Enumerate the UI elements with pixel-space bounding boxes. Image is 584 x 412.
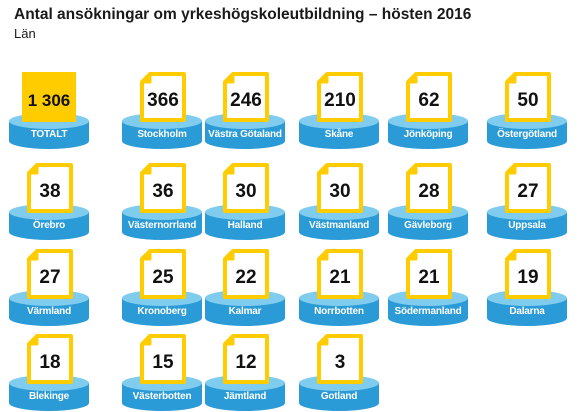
document-icon: 15	[139, 334, 187, 384]
value-label: 19	[517, 267, 539, 288]
region-label: Jönköping	[403, 129, 453, 140]
region-label: Gävleborg	[404, 220, 452, 231]
value-label: 25	[152, 267, 174, 288]
value-label: 38	[39, 181, 61, 202]
value-label: 21	[418, 267, 440, 288]
region-label: TOTALT	[30, 129, 68, 140]
document-icon: 25	[139, 249, 187, 299]
chart-title: Antal ansökningar om yrkeshögskoleutbild…	[14, 6, 472, 23]
value-label: 21	[329, 267, 351, 288]
region-label: Blekinge	[28, 391, 70, 402]
region-tile: 28 Gävleborg	[387, 163, 469, 240]
region-label: Uppsala	[508, 220, 546, 231]
document-icon: 50	[504, 72, 552, 122]
value-label: 1 306	[27, 91, 71, 110]
region-label: Kronoberg	[137, 306, 187, 317]
value-label: 27	[517, 181, 539, 202]
region-label: Värmland	[27, 306, 71, 317]
value-label: 36	[152, 181, 174, 202]
value-label: 30	[235, 181, 257, 202]
region-tile: 27 Värmland	[8, 249, 90, 326]
region-tile: 30 Halland	[204, 163, 286, 240]
value-label: 12	[235, 352, 257, 373]
value-label: 246	[230, 90, 262, 111]
region-tile: 36 Västernorrland	[121, 163, 203, 240]
value-label: 50	[517, 90, 539, 111]
document-icon: 19	[504, 249, 552, 299]
document-icon: 27	[504, 163, 552, 213]
document-icon: 62	[405, 72, 453, 122]
value-label: 27	[39, 267, 61, 288]
document-icon: 210	[316, 72, 364, 122]
value-label: 30	[329, 181, 351, 202]
document-icon: 38	[26, 163, 74, 213]
value-label: 210	[324, 90, 356, 111]
document-icon: 27	[26, 249, 74, 299]
region-label: Jämtland	[223, 391, 267, 402]
document-icon: 21	[316, 249, 364, 299]
document-icon: 28	[405, 163, 453, 213]
region-label: Stockholm	[137, 129, 187, 140]
region-tile: 21 Södermanland	[387, 249, 469, 326]
region-label: Västernorrland	[127, 220, 197, 231]
region-label: Norrbotten	[314, 306, 364, 317]
value-label: 28	[418, 181, 440, 202]
region-tile: 366 Stockholm	[121, 72, 203, 149]
region-tile: 12 Jämtland	[204, 334, 286, 411]
region-tile: 50 Östergötland	[486, 72, 568, 149]
region-tile: 25 Kronoberg	[121, 249, 203, 326]
region-tile: 15 Västerbotten	[121, 334, 203, 411]
document-icon: 18	[26, 334, 74, 384]
region-label: Västra Götaland	[208, 129, 282, 140]
chart-subtitle: Län	[14, 26, 36, 41]
region-tile: 27 Uppsala	[486, 163, 568, 240]
document-icon: 366	[139, 72, 187, 122]
region-tile: 22 Kalmar	[204, 249, 286, 326]
region-tile: 1 306 TOTALT	[8, 72, 90, 149]
document-icon: 30	[222, 163, 270, 213]
document-icon: 22	[222, 249, 270, 299]
region-label: Östergötland	[497, 129, 557, 140]
total-box: 1 306	[22, 72, 76, 122]
region-tile: 246 Västra Götaland	[204, 72, 286, 149]
value-label: 366	[147, 90, 179, 111]
document-icon: 12	[222, 334, 270, 384]
region-tile: 3 Gotland	[298, 334, 380, 411]
document-icon: 3	[316, 334, 364, 384]
region-label: Gotland	[320, 391, 358, 402]
region-label: Södermanland	[394, 306, 462, 317]
value-label: 3	[334, 352, 346, 373]
region-tile: 210 Skåne	[298, 72, 380, 149]
region-label: Örebro	[32, 220, 66, 231]
region-label: Västerbotten	[132, 391, 192, 402]
region-tile: 62 Jönköping	[387, 72, 469, 149]
region-tile: 19 Dalarna	[486, 249, 568, 326]
region-tile: 18 Blekinge	[8, 334, 90, 411]
region-label: Dalarna	[509, 306, 545, 317]
region-tile: 38 Örebro	[8, 163, 90, 240]
region-tile: 30 Västmanland	[298, 163, 380, 240]
value-label: 22	[235, 267, 257, 288]
value-label: 15	[152, 352, 174, 373]
region-label: Kalmar	[228, 306, 262, 317]
document-icon: 30	[316, 163, 364, 213]
document-icon: 21	[405, 249, 453, 299]
value-label: 18	[39, 352, 61, 373]
region-label: Västmanland	[308, 220, 370, 231]
document-icon: 36	[139, 163, 187, 213]
value-label: 62	[418, 90, 440, 111]
document-icon: 246	[222, 72, 270, 122]
region-label: Skåne	[324, 129, 354, 140]
region-tile: 21 Norrbotten	[298, 249, 380, 326]
region-label: Halland	[227, 220, 263, 231]
